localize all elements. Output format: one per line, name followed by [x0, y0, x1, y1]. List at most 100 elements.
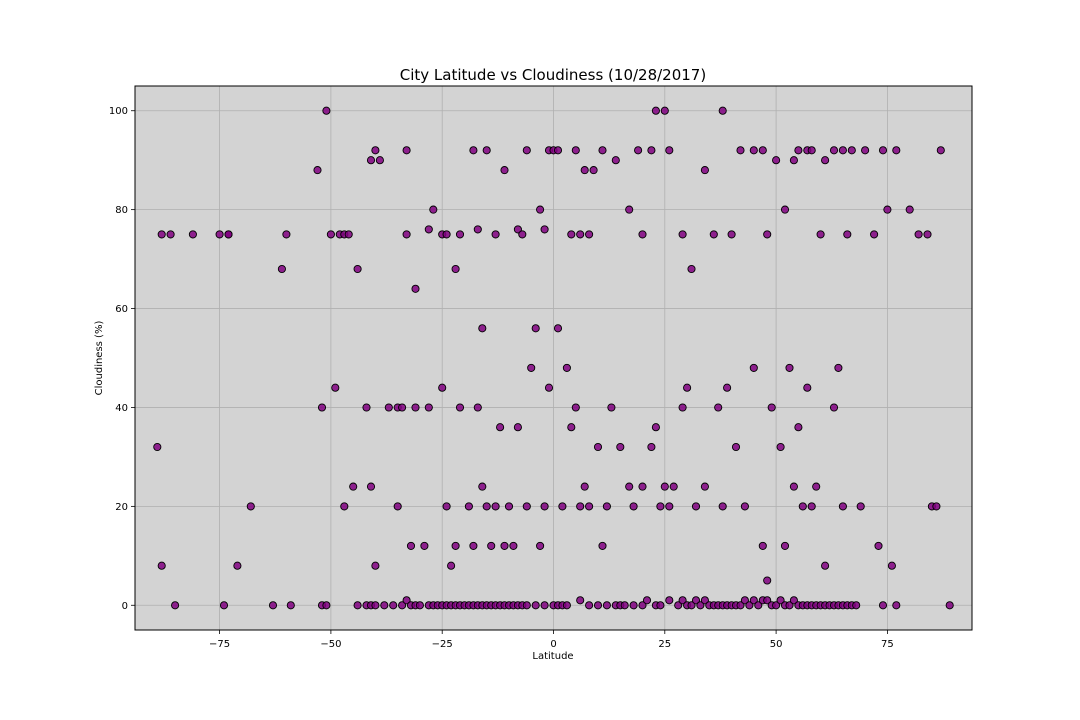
x-axis-label: Latitude [532, 651, 573, 662]
data-point [660, 482, 669, 491]
data-point [420, 541, 429, 550]
data-point [789, 596, 798, 605]
data-point [718, 106, 727, 115]
data-point [602, 601, 611, 610]
data-point [424, 225, 433, 234]
data-point [473, 403, 482, 412]
data-point [660, 106, 669, 115]
data-point [807, 146, 816, 155]
data-point [353, 601, 362, 610]
data-point [611, 156, 620, 165]
data-point [647, 146, 656, 155]
data-point [861, 146, 870, 155]
data-point [402, 230, 411, 239]
data-point [576, 596, 585, 605]
data-point [785, 363, 794, 372]
data-point [838, 146, 847, 155]
data-point [834, 363, 843, 372]
data-point [438, 383, 447, 392]
data-point [371, 561, 380, 570]
data-point [602, 502, 611, 511]
data-point [411, 403, 420, 412]
data-point [691, 596, 701, 605]
y-axis-label: Cloudiness (%) [94, 321, 105, 396]
data-point [629, 502, 638, 511]
data-point [789, 156, 798, 165]
data-point [589, 166, 598, 175]
data-point [829, 403, 839, 412]
data-point [576, 502, 585, 511]
data-point [482, 502, 491, 511]
data-point [157, 230, 166, 239]
data-point [763, 230, 772, 239]
data-point [540, 601, 549, 610]
data-point [402, 596, 411, 605]
data-point [469, 146, 478, 155]
data-point [678, 403, 687, 412]
data-point [585, 601, 594, 610]
data-point [451, 264, 460, 274]
data-point [491, 502, 500, 511]
data-point [442, 230, 451, 239]
data-point [780, 541, 790, 550]
data-point [500, 166, 509, 175]
data-point [714, 403, 723, 412]
data-point [504, 502, 514, 511]
data-point [478, 482, 487, 491]
data-point [883, 205, 892, 214]
x-tick-label: 75 [881, 639, 894, 650]
data-point [522, 502, 531, 511]
data-point [580, 482, 589, 491]
data-point [794, 146, 803, 155]
data-point [874, 541, 883, 550]
data-point [665, 502, 674, 511]
data-point [558, 502, 567, 511]
data-point [322, 601, 331, 610]
data-point [789, 482, 798, 491]
data-point [758, 541, 767, 550]
data-point [625, 205, 634, 214]
data-point [482, 146, 491, 155]
data-point [580, 166, 589, 175]
y-tick-label: 0 [122, 601, 128, 612]
data-point [812, 482, 821, 491]
data-point [651, 423, 660, 432]
x-tick-label: 0 [550, 639, 556, 650]
data-point [932, 502, 941, 511]
data-point [455, 230, 465, 239]
data-point [691, 502, 701, 511]
data-point [536, 205, 545, 214]
data-point [669, 482, 678, 491]
data-point [349, 482, 358, 491]
data-point [576, 230, 585, 239]
data-point [629, 601, 638, 610]
data-point [678, 230, 687, 239]
data-point [856, 502, 865, 511]
data-point [905, 205, 914, 214]
data-point [469, 541, 478, 550]
data-point [887, 561, 896, 570]
data-point [585, 502, 594, 511]
data-point [567, 423, 576, 432]
data-point [696, 601, 705, 610]
data-point [188, 230, 197, 239]
data-point [518, 230, 527, 239]
data-point [540, 502, 549, 511]
data-point [749, 363, 758, 372]
data-point [153, 442, 162, 452]
data-point [233, 561, 242, 570]
data-point [740, 596, 749, 605]
data-point [718, 502, 727, 511]
data-point [598, 541, 607, 550]
data-point [798, 502, 807, 511]
data-point [821, 561, 830, 570]
data-point [464, 502, 473, 511]
data-point [763, 596, 772, 605]
y-tick-label: 80 [115, 205, 128, 216]
data-point [625, 482, 634, 491]
data-point [736, 146, 745, 155]
data-point [562, 363, 571, 372]
data-point [843, 230, 852, 239]
data-point [375, 156, 384, 165]
data-point [816, 230, 825, 239]
